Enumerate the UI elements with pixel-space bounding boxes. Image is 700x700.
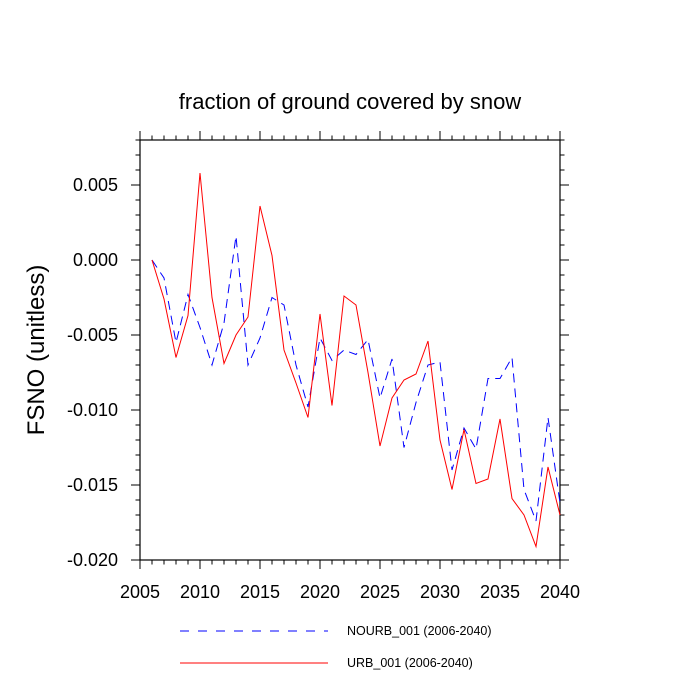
x-tick-label: 2020 — [300, 582, 340, 602]
legend-label: URB_001 (2006-2040) — [347, 656, 473, 670]
x-tick-label: 2015 — [240, 582, 280, 602]
series-line-nourb — [151, 235, 561, 522]
chart-title: fraction of ground covered by snow — [179, 89, 522, 114]
y-tick-label: -0.015 — [67, 475, 118, 495]
legend-label: NOURB_001 (2006-2040) — [347, 624, 492, 638]
x-tick-label: 2035 — [480, 582, 520, 602]
y-tick-label: -0.020 — [67, 550, 118, 570]
y-tick-label: 0.005 — [73, 175, 118, 195]
series-group — [151, 172, 561, 549]
x-axis: 2005 2010 2015 2020 2025 2030 2035 2040 — [120, 131, 580, 602]
y-tick-label: 0.000 — [73, 250, 118, 270]
legend: NOURB_001 (2006-2040) URB_001 (2006-2040) — [180, 624, 492, 670]
x-tick-label: 2025 — [360, 582, 400, 602]
y-axis: 0.005 0.000 -0.005 -0.010 -0.015 -0.020 — [67, 139, 569, 570]
y-tick-label: -0.010 — [67, 400, 118, 420]
y-tick-label: -0.005 — [67, 325, 118, 345]
y-axis-label: FSNO (unitless) — [23, 265, 50, 436]
x-tick-label: 2040 — [540, 582, 580, 602]
x-tick-label: 2010 — [180, 582, 220, 602]
x-tick-label: 2030 — [420, 582, 460, 602]
series-line-urb — [151, 172, 561, 549]
x-tick-label: 2005 — [120, 582, 160, 602]
